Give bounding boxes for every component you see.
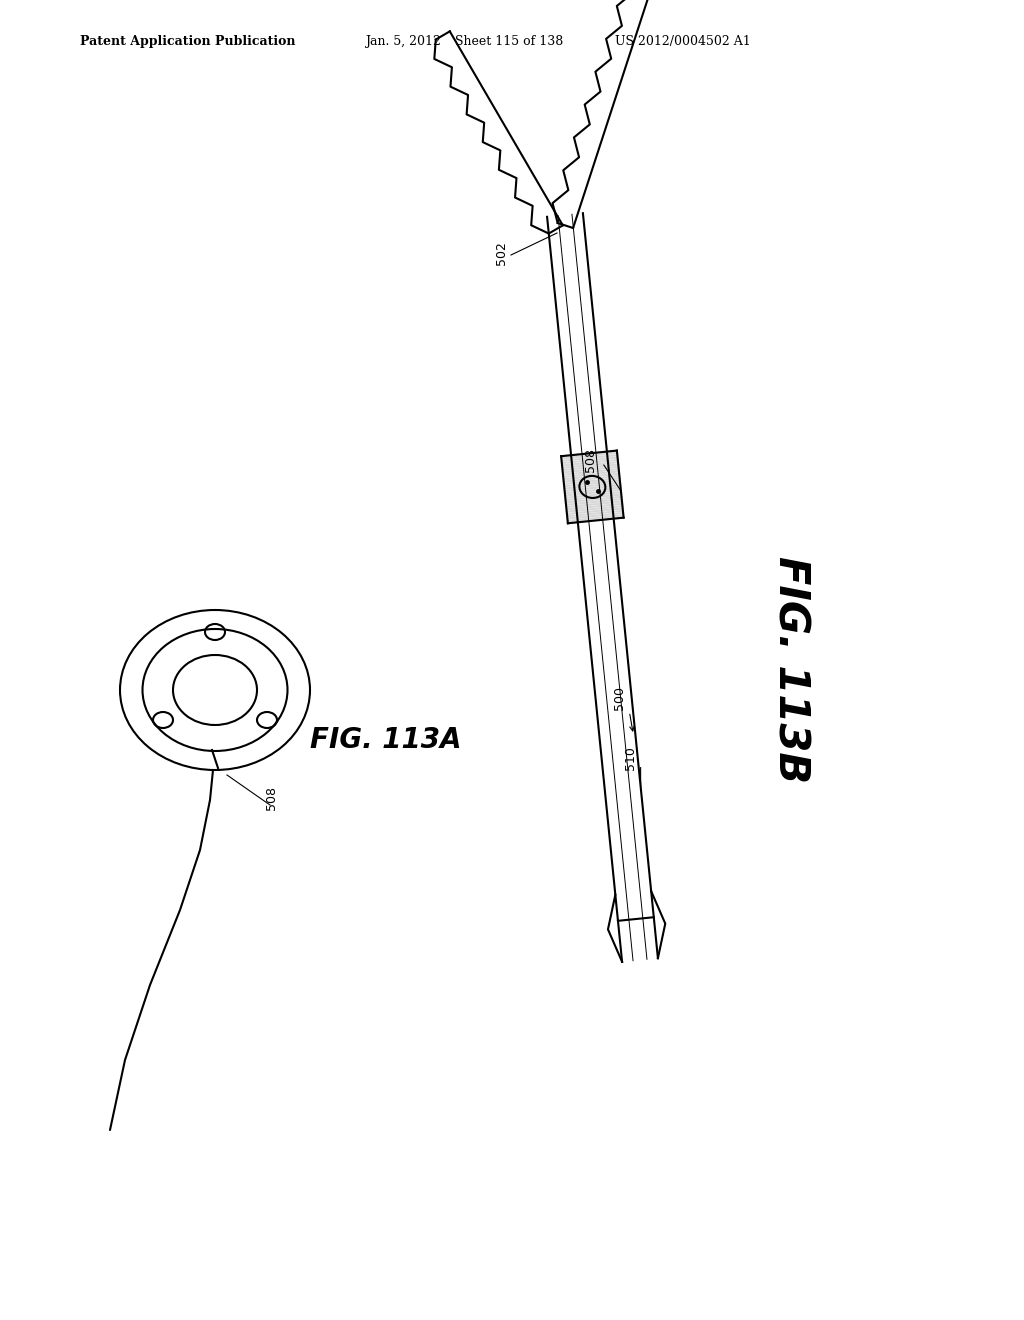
- Text: Jan. 5, 2012: Jan. 5, 2012: [365, 36, 441, 48]
- Text: FIG. 113A: FIG. 113A: [310, 726, 462, 754]
- Text: 502: 502: [495, 242, 508, 265]
- Text: Patent Application Publication: Patent Application Publication: [80, 36, 296, 48]
- Text: Sheet 115 of 138: Sheet 115 of 138: [455, 36, 563, 48]
- Text: 508: 508: [585, 447, 597, 473]
- Text: 508: 508: [265, 785, 279, 810]
- Text: 500: 500: [612, 686, 626, 710]
- Text: 510: 510: [624, 746, 637, 770]
- Text: FIG. 113B: FIG. 113B: [769, 557, 811, 784]
- Text: US 2012/0004502 A1: US 2012/0004502 A1: [615, 36, 751, 48]
